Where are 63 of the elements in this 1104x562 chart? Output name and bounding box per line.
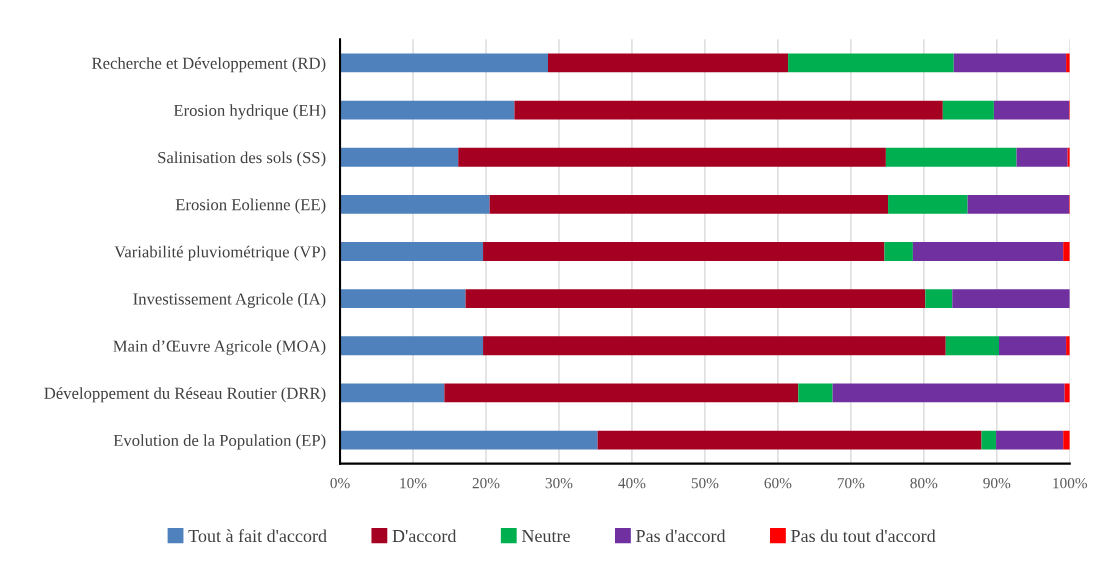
bar (981, 430, 997, 450)
y-tick-label: Evolution de la Population (EP) (113, 434, 326, 450)
y-tick-label: Recherche et Développement (RD) (91, 57, 326, 73)
x-tick-label: 90% (983, 477, 1011, 489)
y-tick-label: Salinisation des sols (SS) (158, 151, 326, 167)
bar (444, 383, 799, 403)
bar (1016, 147, 1068, 167)
bar (340, 147, 459, 167)
bar (967, 194, 1070, 214)
bar (885, 147, 1017, 167)
bar (340, 289, 466, 309)
x-tick-label: 30% (545, 477, 573, 489)
bar (340, 430, 598, 450)
x-tick-label: 70% (837, 477, 865, 489)
bar (489, 194, 889, 214)
bar (340, 194, 490, 214)
bar (888, 194, 968, 214)
bar (832, 383, 1065, 403)
bar (953, 53, 1067, 73)
legend-label: D'accord (392, 529, 457, 543)
x-tick-label: 50% (691, 477, 719, 489)
bar (597, 430, 982, 450)
bar (340, 100, 515, 120)
y-tick-label: Erosion hydrique (EH) (173, 104, 326, 120)
bar (945, 336, 999, 356)
bar (483, 336, 946, 356)
x-tick-label: 60% (764, 477, 792, 489)
bar (340, 336, 484, 356)
y-tick-label: Erosion Eolienne (EE) (175, 198, 326, 214)
legend-label: Neutre (521, 530, 570, 543)
bar (798, 383, 833, 403)
bar (340, 53, 549, 73)
bar (465, 289, 926, 309)
x-tick-label: 0% (330, 477, 350, 489)
bar (912, 242, 1064, 261)
bar (1063, 430, 1070, 450)
bar (884, 242, 913, 261)
x-tick-label: 40% (618, 477, 646, 489)
y-tick-label: Investissement Agricole (IA) (133, 292, 326, 309)
x-tick-label: 80% (910, 477, 938, 489)
y-tick-label: Variabilité pluviométrique (VP) (114, 245, 326, 261)
bar (998, 336, 1067, 356)
x-tick-label: 20% (472, 477, 500, 489)
bar (788, 53, 954, 73)
bar (996, 430, 1064, 450)
bar (952, 289, 1070, 309)
bar (340, 242, 484, 261)
y-tick-label: Main d’Œuvre Agricole (MOA) (113, 340, 326, 356)
bar (942, 100, 994, 120)
bar (340, 383, 445, 403)
x-tick-label: 10% (400, 477, 427, 489)
bar (1063, 242, 1070, 261)
legend-label: Tout à fait d'accord (188, 529, 327, 543)
bar (483, 242, 885, 261)
x-tick-label: 100% (1053, 477, 1088, 489)
bar (458, 147, 886, 167)
bar (514, 100, 943, 120)
legend-label: Pas d'accord (636, 529, 726, 543)
bar (993, 100, 1070, 120)
y-tick-label: Développement du Réseau Routier (DRR) (44, 387, 326, 403)
bar (548, 53, 789, 73)
bar (925, 289, 953, 309)
legend-label: Pas du tout d'accord (791, 529, 936, 543)
